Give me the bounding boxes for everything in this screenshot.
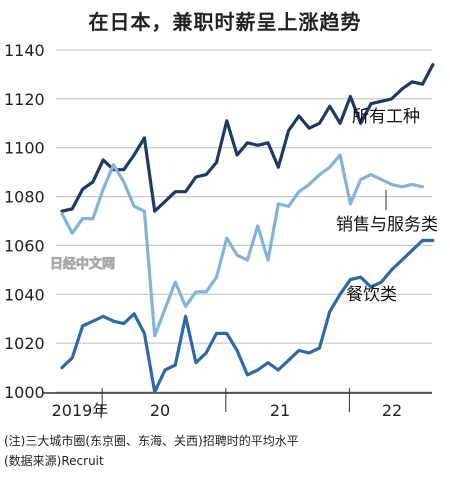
series-label: 餐饮类 [346,285,397,305]
x-tick-label: 21 [270,401,290,420]
y-tick-label: 1040 [4,285,45,304]
series-line [60,153,425,338]
watermark: 日经中文网 [50,256,115,272]
y-tick-label: 1060 [4,236,45,255]
axes: 1000 1020 1040 1060 1080 1100 1120 1140 2019年 20 2… [4,41,432,420]
chart-title: 在日本，兼职时薪呈上涨趋势 [88,10,362,34]
footnote: (注)三大城市圈(东京圈、东海、关西)招聘时的平均水平 [4,434,299,448]
source-note: (数据来源)Recruit [4,454,104,468]
x-tick-label: 2019年 [52,401,109,420]
series-label: 销售与服务类 [336,215,438,235]
y-tick-label: 1100 [4,139,45,158]
series-line [60,63,435,213]
y-tick-label: 1020 [4,334,45,353]
series-lines [60,63,435,394]
y-tick-label: 1120 [4,90,45,109]
line-chart: 1000 1020 1040 1060 1080 1100 1120 1140 2019年 20 2… [4,41,438,420]
x-tick-label: 20 [150,401,170,420]
y-tick-label: 1140 [4,41,45,60]
y-tick-label: 1080 [4,188,45,207]
series-line [60,238,435,394]
y-tick-label: 1000 [4,383,45,402]
x-tick-label: 22 [382,401,402,420]
series-label: 所有工种 [352,107,420,127]
